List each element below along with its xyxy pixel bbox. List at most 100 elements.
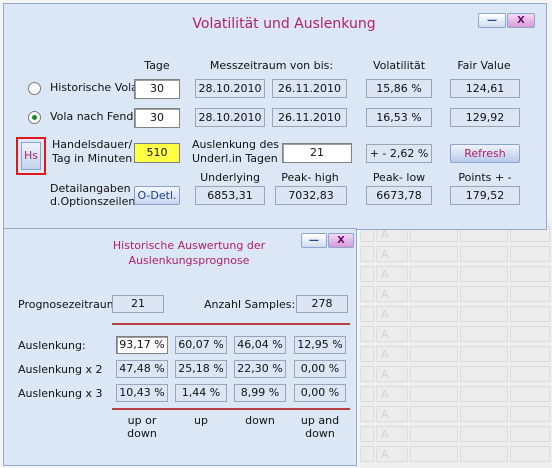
auslenkung-label-1: Auslenkung des (192, 138, 279, 151)
background-letter: A (381, 308, 389, 321)
background-cell (360, 426, 374, 442)
fair-value-2: 129,92 (450, 108, 520, 127)
col-label-3-line-1: down (245, 414, 275, 427)
background-row: A (360, 246, 552, 262)
row-label-auslenkung-x2: Auslenkung x 2 (18, 363, 103, 376)
background-cell: A (376, 286, 408, 302)
auslenkung-percent: + - 2,62 % (366, 144, 432, 163)
background-cell (510, 386, 550, 402)
handelsdauer-input[interactable]: 510 (134, 143, 180, 163)
hs-highlight-frame: Hs (16, 137, 46, 175)
background-cell (510, 406, 550, 422)
background-cell (460, 446, 508, 462)
close-button[interactable]: X (507, 13, 535, 28)
detail-label-2: d.Optionszeilen (50, 195, 136, 208)
cell-r1-c2: 60,07 % (175, 336, 227, 354)
radio-vola-nach-fend[interactable] (28, 111, 41, 124)
background-cell: A (376, 406, 408, 422)
fair-value-1: 124,61 (450, 79, 520, 98)
header-tage: Tage (144, 59, 170, 72)
background-letter: A (381, 268, 389, 281)
background-row: A (360, 446, 552, 462)
col-label-up: up (171, 414, 231, 427)
background-cell (460, 386, 508, 402)
tage-input-1[interactable]: 30 (134, 79, 180, 99)
history-minimize-button[interactable]: — (301, 233, 327, 248)
col-label-2-line-1: up (194, 414, 208, 427)
o-detl-button[interactable]: O-Detl. (134, 186, 180, 205)
auslenkung-input[interactable]: 21 (282, 143, 352, 163)
background-cell (510, 286, 550, 302)
background-row: A (360, 306, 552, 322)
cell-r2-c1: 47,48 % (116, 360, 168, 378)
background-letter: A (381, 448, 389, 461)
col-label-1-line-2: down (127, 427, 157, 440)
cell-r3-c3: 8,99 % (234, 384, 286, 402)
minimize-button[interactable]: — (478, 13, 506, 28)
background-cell (460, 406, 508, 422)
background-row: A (360, 286, 552, 302)
cell-r2-c4: 0,00 % (294, 360, 346, 378)
background-letter: A (381, 368, 389, 381)
col-label-4-line-2: down (305, 427, 335, 440)
background-cell (360, 346, 374, 362)
background-cell (410, 406, 458, 422)
background-cell (410, 266, 458, 282)
background-cell: A (376, 306, 408, 322)
samples-label: Anzahl Samples: (204, 298, 296, 311)
background-cell (360, 326, 374, 342)
row-label-vola-nach-fend: Vola nach Fend (50, 110, 134, 123)
background-cell (410, 346, 458, 362)
peak-low-value: 6673,78 (366, 186, 432, 205)
background-cell (460, 246, 508, 262)
radio-historische-vola[interactable] (28, 82, 41, 95)
history-window: Historische Auswertung der Auslenkungspr… (3, 228, 357, 466)
row-label-auslenkung: Auslenkung: (18, 339, 86, 352)
history-close-button[interactable]: X (328, 233, 354, 248)
background-cell: A (376, 366, 408, 382)
detail-label-1: Detailangaben (50, 182, 131, 195)
background-cell (460, 366, 508, 382)
col-label-1-line-1: up or (127, 414, 157, 427)
von-date-1: 28.10.2010 (195, 79, 265, 98)
prognose-label: Prognosezeitraum: (18, 298, 122, 311)
radio-selected-dot (32, 115, 37, 120)
background-cell (460, 266, 508, 282)
bis-date-2: 26.11.2010 (272, 108, 347, 127)
hs-button[interactable]: Hs (21, 142, 41, 170)
prognose-value: 21 (112, 295, 164, 313)
background-cell (460, 326, 508, 342)
divider-top (112, 323, 350, 325)
history-title-line-2: Auslenkungsprognose (128, 254, 250, 267)
background-row: A (360, 426, 552, 442)
stats-header-low: Peak- low (372, 171, 426, 184)
points-value: 179,52 (450, 186, 520, 205)
row-label-auslenkung-x3: Auslenkung x 3 (18, 387, 103, 400)
window-title: Volatilität und Auslenkung (192, 16, 376, 32)
background-cell (360, 446, 374, 462)
bis-date-1: 26.11.2010 (272, 79, 347, 98)
background-cell (360, 266, 374, 282)
stats-header-high: Peak- high (281, 171, 339, 184)
col-label-up-or-down: up or down (112, 414, 172, 440)
handelsdauer-label-1: Handelsdauer/ (52, 138, 133, 151)
background-cell (360, 306, 374, 322)
underlying-value: 6853,31 (195, 186, 265, 205)
background-cell (410, 426, 458, 442)
tage-input-2[interactable]: 30 (134, 108, 180, 128)
background-cell: A (376, 326, 408, 342)
background-cell (510, 366, 550, 382)
background-letter: A (381, 288, 389, 301)
background-cell (510, 426, 550, 442)
background-cell (410, 386, 458, 402)
background-cell (360, 286, 374, 302)
refresh-button[interactable]: Refresh (450, 144, 520, 163)
background-cell (410, 246, 458, 262)
samples-value: 278 (296, 295, 348, 313)
background-cell (360, 366, 374, 382)
background-cell (410, 326, 458, 342)
background-cell (410, 366, 458, 382)
background-cell (510, 446, 550, 462)
header-fair-value: Fair Value (457, 59, 511, 72)
